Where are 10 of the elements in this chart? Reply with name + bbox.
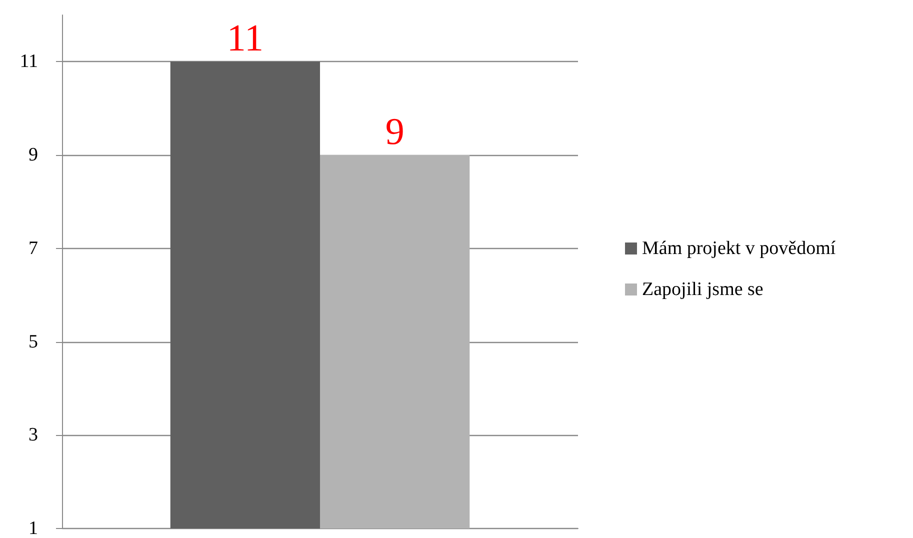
- y-tick-label: 11: [20, 51, 38, 72]
- data-label: 9: [385, 111, 404, 154]
- y-tick-label: 5: [28, 331, 38, 352]
- y-tick-label: 7: [28, 238, 38, 259]
- y-tick-label: 3: [28, 424, 38, 446]
- y-tick-label: 1: [28, 518, 38, 538]
- data-label: 11: [226, 18, 264, 60]
- legend-label: Mám projekt v povědomí: [642, 238, 836, 259]
- legend-label: Zapojili jsme se: [642, 279, 764, 300]
- y-tick-label: 9: [28, 144, 38, 166]
